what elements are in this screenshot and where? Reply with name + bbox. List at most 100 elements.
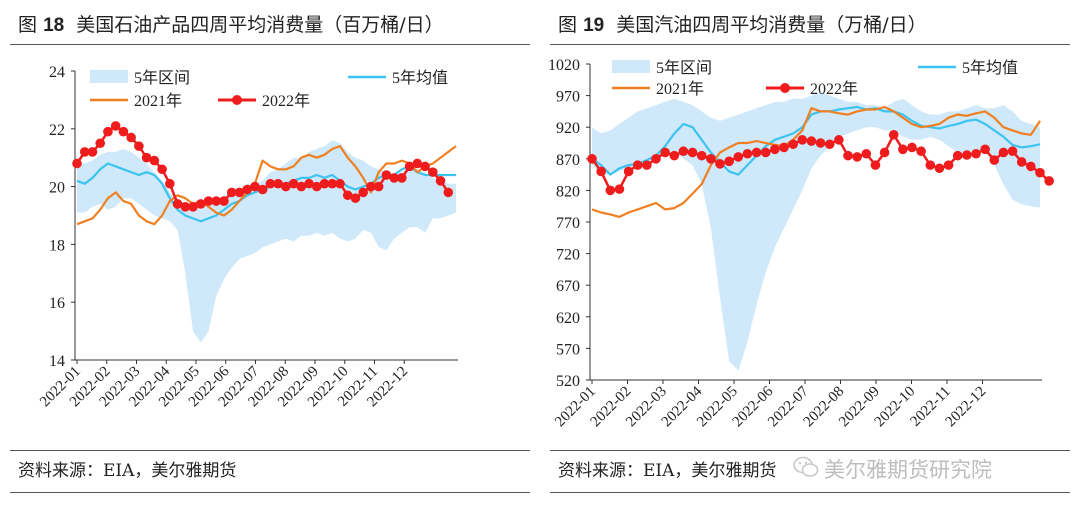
data-point <box>404 161 415 172</box>
figure-label: 图 <box>18 14 38 36</box>
data-point <box>651 154 661 164</box>
legend-label: 2021年 <box>134 92 182 110</box>
data-point <box>366 181 376 192</box>
series-line <box>76 144 457 226</box>
data-point <box>288 178 299 189</box>
data-point <box>118 126 129 137</box>
data-point <box>211 196 222 206</box>
data-point <box>188 202 198 212</box>
data-point <box>234 187 245 198</box>
figure-title: 美国汽油四周平均消费量（万桶/日） <box>616 14 927 36</box>
data-point <box>281 181 291 192</box>
data-point <box>925 160 936 170</box>
data-point <box>632 160 643 170</box>
data-point <box>1035 167 1045 178</box>
y-tick-label: 720 <box>556 247 580 264</box>
figure-label: 图 <box>558 14 578 36</box>
data-point <box>126 132 136 143</box>
data-point <box>304 178 314 189</box>
data-point <box>916 146 926 157</box>
data-point <box>141 152 152 163</box>
data-point <box>861 148 872 159</box>
data-point <box>327 178 338 189</box>
data-point <box>273 178 283 189</box>
data-point <box>226 187 237 198</box>
data-point <box>110 121 121 131</box>
data-point <box>815 138 826 148</box>
legend-label: 2021年 <box>656 80 704 98</box>
data-point <box>1026 161 1036 172</box>
data-point <box>724 156 734 167</box>
data-point <box>79 147 90 157</box>
data-point <box>760 147 771 158</box>
y-tick-label: 770 <box>556 215 580 232</box>
data-point <box>1016 157 1027 167</box>
data-point <box>952 150 963 161</box>
bottom-rule <box>550 492 1070 493</box>
data-point <box>1007 146 1018 157</box>
data-point <box>870 160 881 170</box>
data-point <box>1044 176 1054 186</box>
figure-title: 美国石油产品四周平均消费量（百万桶/日） <box>76 14 444 36</box>
data-point <box>257 184 268 195</box>
y-tick-label: 1020 <box>548 57 580 74</box>
data-point <box>157 164 167 175</box>
legend-label: 5年区间 <box>134 69 190 87</box>
figure-number: 19 <box>583 15 605 36</box>
data-point <box>311 181 322 192</box>
y-tick-label: 570 <box>556 341 580 358</box>
data-point <box>72 158 82 169</box>
data-point <box>888 129 899 140</box>
title-rule <box>550 44 1070 45</box>
chart-title-right: 图 19 美国汽油四周平均消费量（万桶/日） <box>558 10 927 37</box>
legend-label: 5年区间 <box>656 59 712 77</box>
data-point <box>943 160 954 170</box>
legend-swatch <box>612 60 650 73</box>
data-point <box>412 158 423 169</box>
data-point <box>250 181 260 192</box>
data-point <box>843 150 853 161</box>
y-tick-label: 620 <box>556 310 580 327</box>
data-point <box>87 147 98 157</box>
data-point <box>797 135 808 145</box>
data-point <box>980 144 990 155</box>
y-tick-label: 16 <box>49 295 65 312</box>
chart-petroleum-consumption: 1416182022242022-012022-022022-032022-04… <box>37 64 458 410</box>
data-point <box>342 190 353 201</box>
data-point <box>397 173 407 183</box>
data-point <box>715 159 725 169</box>
data-point <box>335 178 345 189</box>
data-point <box>242 184 252 195</box>
band-5yr-range <box>592 92 1040 371</box>
title-rule <box>10 44 530 45</box>
y-tick-label: 670 <box>556 278 580 295</box>
data-point <box>172 199 183 209</box>
watermark: 美尔雅期货研究院 <box>824 458 992 482</box>
legend-swatch <box>90 70 128 83</box>
data-point <box>435 176 446 186</box>
chart-panel-right: 图 19 美国汽油四周平均消费量（万桶/日） 520 570 620 670 720 77… <box>540 0 1080 515</box>
data-point <box>95 138 106 149</box>
data-point <box>605 185 616 196</box>
data-point <box>834 135 844 145</box>
y-tick-label: 970 <box>556 89 580 106</box>
y-tick-label: 820 <box>556 183 580 200</box>
y-tick-label: 18 <box>49 237 65 254</box>
data-point <box>587 154 597 164</box>
data-point <box>806 136 817 146</box>
data-point <box>788 139 798 150</box>
wechat-icon <box>793 456 819 477</box>
chart-gasoline-consumption: 52057062067072077082087092097010202022-0… <box>548 57 1054 430</box>
data-point <box>149 155 160 166</box>
y-tick-label: 14 <box>49 353 65 370</box>
data-point <box>203 196 214 206</box>
data-point <box>898 144 908 155</box>
data-point <box>696 150 707 161</box>
source-note-left: 资料来源：EIA，美尔雅期货 <box>18 461 237 481</box>
legend-label: 5年均值 <box>962 59 1018 77</box>
data-point <box>296 181 307 192</box>
data-point <box>165 178 175 189</box>
y-tick-label: 520 <box>556 373 580 390</box>
data-point <box>706 154 716 164</box>
data-point <box>389 173 399 183</box>
